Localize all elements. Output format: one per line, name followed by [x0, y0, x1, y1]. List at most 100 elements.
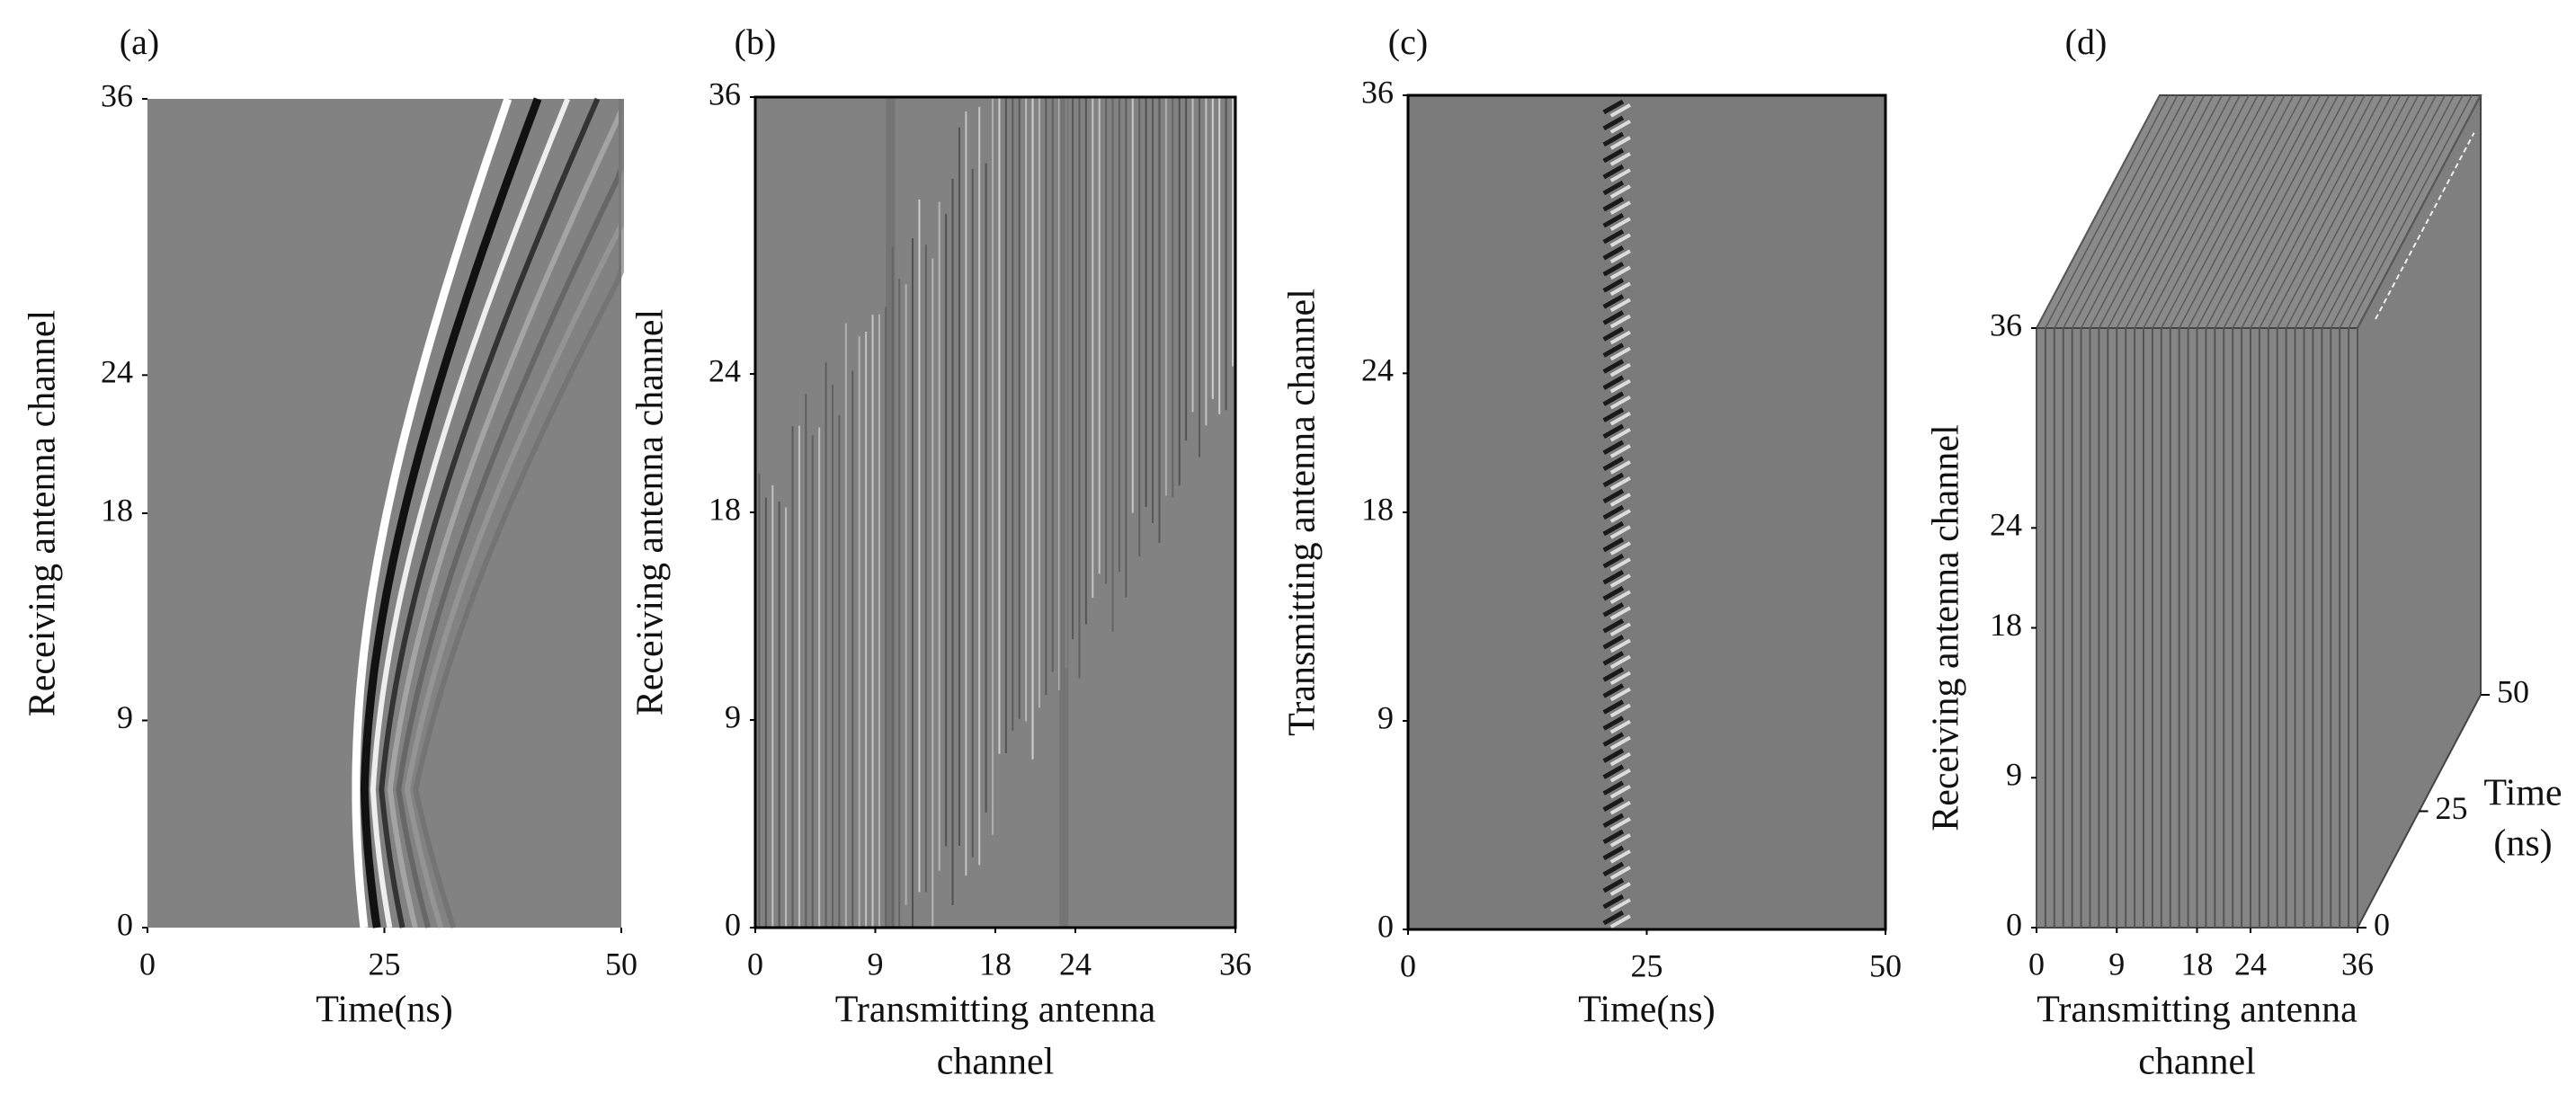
- dead-channel: [886, 97, 896, 928]
- wave-front: [352, 97, 513, 929]
- wave-front: [360, 97, 542, 929]
- slice-edge: [2321, 94, 2446, 329]
- zigzag: [1609, 735, 1631, 751]
- slice-edge: [2357, 94, 2482, 329]
- zigzag: [1609, 330, 1631, 345]
- zigzag: [1609, 136, 1631, 150]
- zigzag: [1609, 444, 1631, 458]
- y-tick-label: 24: [101, 354, 133, 390]
- zigzag: [1602, 537, 1625, 553]
- y-tick-label: 0: [725, 906, 741, 942]
- zigzag: [1609, 217, 1631, 231]
- zigzag: [1609, 801, 1631, 815]
- zigzag: [1602, 359, 1625, 374]
- wave-front: [413, 99, 624, 929]
- x-tick-label: 18: [979, 946, 1012, 982]
- zigzag: [1602, 440, 1625, 455]
- x-tick-label: 0: [139, 946, 156, 982]
- slice-edge: [2259, 94, 2384, 329]
- plot-area: [1406, 93, 1887, 931]
- y-tick-label: 18: [1990, 607, 2022, 643]
- zigzag: [1602, 635, 1625, 650]
- slice-edge: [2286, 94, 2411, 329]
- slice-edge: [2134, 94, 2259, 329]
- x-axis-label: Transmitting antenna: [2037, 990, 2358, 1031]
- zigzag: [1609, 849, 1631, 864]
- wave-front: [396, 99, 624, 929]
- y-tick-label: 0: [117, 906, 133, 942]
- zigzag: [1609, 378, 1631, 394]
- plot-area: [147, 97, 624, 929]
- zigzag: [1609, 785, 1631, 799]
- zigzag: [1602, 861, 1625, 877]
- zigzag: [1609, 898, 1631, 912]
- panel-label: (b): [735, 22, 777, 62]
- slice-edge: [2187, 94, 2313, 329]
- slice-edge: [2098, 94, 2224, 329]
- z-axis-label: Time: [2483, 773, 2562, 814]
- zigzag: [1602, 586, 1625, 601]
- x-tick-label: 24: [1059, 946, 1092, 982]
- zigzag: [1602, 375, 1625, 390]
- x-axis-label: Time(ns): [316, 990, 452, 1031]
- zigzag: [1602, 893, 1625, 910]
- y-tick-label: 36: [101, 77, 133, 113]
- wave-front: [379, 97, 601, 929]
- zigzag: [1602, 310, 1625, 325]
- x-tick-label: 50: [1869, 947, 1902, 983]
- zigzag: [1609, 590, 1631, 604]
- slice-edge: [2348, 94, 2473, 329]
- zigzag: [1609, 703, 1631, 718]
- zigzag: [1602, 570, 1625, 585]
- zigzag: [1602, 618, 1625, 634]
- zigzag: [1609, 509, 1631, 523]
- slice-edge: [2214, 94, 2339, 329]
- slice-edge: [2080, 94, 2206, 329]
- z-tick-label: 50: [2497, 673, 2529, 709]
- x-axis-label: channel: [2138, 1042, 2256, 1083]
- zigzag: [1609, 233, 1631, 247]
- y-tick-label: 24: [1990, 507, 2022, 543]
- zigzag: [1609, 638, 1631, 653]
- zigzag: [1609, 184, 1631, 199]
- zigzag: [1602, 278, 1625, 293]
- x-tick-label: 25: [369, 946, 401, 982]
- y-axis-label: Receiving antenna channel: [22, 310, 64, 716]
- y-tick-label: 24: [709, 352, 741, 388]
- zigzag: [1609, 751, 1631, 767]
- y-axis-label: Transmitting antenna channel: [1282, 289, 1324, 736]
- zigzag: [1609, 671, 1631, 686]
- x-tick-label: 0: [747, 946, 763, 982]
- zigzag: [1609, 882, 1631, 896]
- zigzag: [1602, 180, 1625, 196]
- zigzag: [1602, 813, 1625, 829]
- zigzag: [1609, 200, 1631, 215]
- zigzag: [1602, 245, 1625, 261]
- zigzag: [1609, 168, 1631, 182]
- zigzag: [1602, 342, 1625, 358]
- dead-channel: [1059, 97, 1069, 928]
- zigzag: [1602, 715, 1625, 731]
- x-axis-label: channel: [937, 1042, 1055, 1083]
- panel-label: (a): [120, 22, 159, 62]
- slice-edge: [2107, 94, 2232, 329]
- y-tick-label: 0: [2006, 906, 2022, 942]
- zigzag: [1609, 557, 1631, 572]
- zigzag: [1609, 573, 1631, 588]
- zigzag: [1609, 428, 1631, 442]
- y-tick-label: 18: [709, 491, 741, 527]
- y-tick-label: 18: [1361, 491, 1394, 527]
- slice-edge: [2330, 94, 2455, 329]
- zigzag: [1602, 391, 1625, 406]
- zigzag: [1609, 493, 1631, 507]
- panel-label: (c): [1388, 22, 1428, 62]
- slice-edge: [2063, 94, 2188, 329]
- slice-edge: [2205, 94, 2331, 329]
- slice-edge: [2196, 94, 2322, 329]
- zigzag: [1609, 460, 1631, 475]
- zigzag: [1602, 732, 1625, 747]
- y-tick-label: 9: [117, 699, 133, 735]
- slice-edge: [2303, 94, 2429, 329]
- zigzag: [1609, 395, 1631, 410]
